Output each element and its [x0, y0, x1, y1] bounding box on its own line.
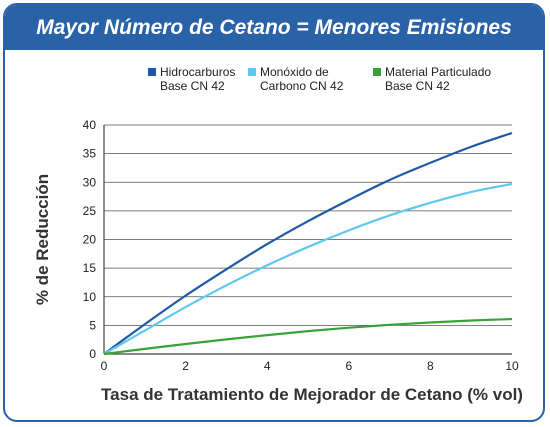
legend-swatch-particulado [373, 68, 381, 76]
y-tick-label: 20 [83, 233, 97, 247]
title-banner: Mayor Número de Cetano = Menores Emision… [5, 5, 543, 50]
legend-label-particulado-1: Material Particulado [385, 65, 492, 79]
x-tick-label: 0 [101, 359, 108, 373]
y-tick-label: 0 [89, 347, 96, 361]
y-tick-label: 35 [83, 147, 97, 161]
y-tick-label: 30 [83, 175, 97, 189]
y-tick-label: 5 [89, 318, 96, 332]
legend-label-particulado-2: Base CN 42 [385, 79, 450, 93]
legend-label-monoxido-1: Monóxido de [260, 65, 329, 79]
legend-item-monoxido: Monóxido de Carbono CN 42 [248, 65, 344, 93]
legend-label-hidrocarburos-2: Base CN 42 [160, 79, 225, 93]
series-line-1 [103, 182, 513, 355]
x-tick-label: 8 [427, 359, 434, 373]
x-axis-title: Tasa de Tratamiento de Mejorador de Ceta… [101, 385, 523, 404]
legend-label-hidrocarburos-1: Hidrocarburos [160, 65, 236, 79]
chart-frame: Mayor Número de Cetano = Menores Emision… [3, 3, 545, 422]
y-tick-label: 40 [83, 118, 97, 132]
x-tick-label: 10 [505, 359, 519, 373]
chart-title: Mayor Número de Cetano = Menores Emision… [36, 16, 512, 39]
legend-swatch-monoxido [248, 68, 256, 76]
series-line-0 [103, 131, 513, 355]
legend-item-particulado: Material Particulado Base CN 42 [373, 65, 492, 93]
y-tick-label: 15 [83, 261, 97, 275]
series-line-2 [103, 317, 513, 356]
y-tick-label: 10 [83, 290, 97, 304]
legend-label-monoxido-2: Carbono CN 42 [260, 79, 344, 93]
x-tick-label: 2 [182, 359, 189, 373]
y-axis-title: % de Reducción [33, 174, 52, 305]
legend-swatch-hidrocarburos [148, 68, 156, 76]
legend-item-hidrocarburos: Hidrocarburos Base CN 42 [148, 65, 236, 93]
x-tick-label: 4 [264, 359, 271, 373]
y-tick-label: 25 [83, 204, 97, 218]
x-tick-label: 6 [345, 359, 352, 373]
